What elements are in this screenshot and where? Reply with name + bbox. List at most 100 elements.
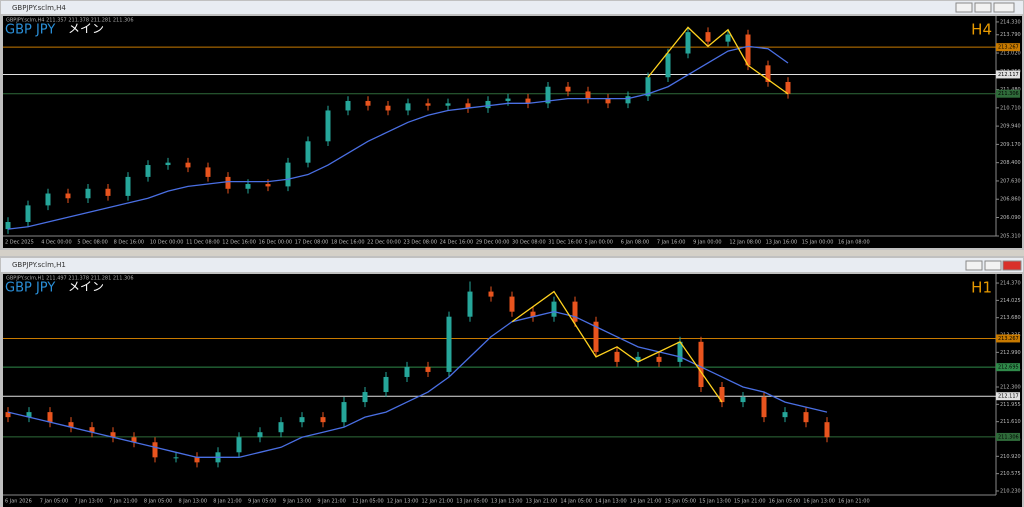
candle-body xyxy=(725,34,731,42)
candle-body xyxy=(525,98,531,104)
candle-body xyxy=(565,86,571,92)
candle-body xyxy=(68,422,74,428)
level-tag xyxy=(996,334,1020,343)
candle-body xyxy=(509,296,515,312)
x-tick-label: 2 Dec 2025 xyxy=(5,240,34,246)
candle-body xyxy=(685,32,691,54)
candle-body xyxy=(635,356,641,362)
candle-body xyxy=(705,32,711,42)
y-tick-label: 214.370 xyxy=(1000,281,1021,287)
window-title: GBPJPY.sclm,H4 xyxy=(12,4,66,12)
window-buttons xyxy=(955,2,1022,271)
level-label: 213.267 xyxy=(998,45,1019,51)
candle-body xyxy=(105,188,111,196)
candle-body xyxy=(362,392,368,403)
x-tick-label: 11 Dec 08:00 xyxy=(186,240,220,246)
level-label: 213.267 xyxy=(998,336,1019,342)
close-button[interactable] xyxy=(993,2,1015,13)
moving-average xyxy=(7,45,789,230)
candle-body xyxy=(551,301,557,317)
price-axis xyxy=(996,16,1022,248)
symbol-label: GBP JPY xyxy=(5,23,55,38)
candle-body xyxy=(5,412,11,418)
candle-body xyxy=(645,77,651,97)
candle-body xyxy=(425,103,431,106)
candle-body xyxy=(265,184,271,187)
maximize-button[interactable] xyxy=(984,260,1002,271)
y-tick-label: 213.790 xyxy=(1000,32,1021,38)
x-tick-label: 16 Jan 21:00 xyxy=(838,499,870,505)
x-tick-label: 14 Jan 21:00 xyxy=(630,499,662,505)
time-axis xyxy=(3,236,996,248)
x-tick-label: 15 Jan 13:00 xyxy=(699,499,731,505)
x-tick-label: 8 Dec 16:00 xyxy=(114,240,144,246)
candle-body xyxy=(341,402,347,423)
candle-body xyxy=(89,427,95,433)
candle-body xyxy=(165,162,171,166)
y-tick-label: 206.090 xyxy=(1000,215,1021,221)
candle-body xyxy=(824,422,830,438)
y-tick-label: 209.170 xyxy=(1000,142,1021,148)
maximize-button[interactable] xyxy=(974,2,992,13)
candle-body xyxy=(467,291,473,317)
price-axis xyxy=(996,274,1022,507)
candle-body xyxy=(605,98,611,104)
zigzag-line xyxy=(511,290,723,403)
x-tick-label: 9 Jan 00:00 xyxy=(693,240,721,246)
close-button[interactable] xyxy=(1002,260,1022,271)
candle-body xyxy=(425,366,431,372)
y-tick-label: 208.400 xyxy=(1000,160,1021,166)
candle-body xyxy=(785,81,791,94)
candle-body xyxy=(740,397,746,403)
candle-body xyxy=(545,86,551,104)
x-tick-label: 22 Dec 00:00 xyxy=(367,240,401,246)
y-tick-label: 206.860 xyxy=(1000,197,1021,203)
x-tick-label: 8 Jan 21:00 xyxy=(213,499,241,505)
candle-body xyxy=(719,387,725,403)
x-tick-label: 7 Jan 16:00 xyxy=(657,240,685,246)
info-line: GBPJPY.sclm,H1 211.497 211.378 211.281 2… xyxy=(6,276,134,282)
candle-body xyxy=(446,316,452,372)
x-tick-label: 18 Dec 16:00 xyxy=(331,240,365,246)
candle-body xyxy=(225,176,231,189)
timeframe-label: H4 xyxy=(971,21,992,39)
candle-body xyxy=(625,96,631,104)
x-tick-label: 6 Jan 2026 xyxy=(5,499,32,505)
candle-body xyxy=(445,103,451,106)
level-tag xyxy=(996,43,1020,52)
candle-body xyxy=(365,100,371,106)
level-label: 212.117 xyxy=(998,394,1019,400)
candle-body xyxy=(173,457,179,459)
level-tag xyxy=(996,363,1020,372)
x-tick-label: 9 Jan 21:00 xyxy=(317,499,345,505)
candle-body xyxy=(278,422,284,433)
x-tick-label: 6 Jan 08:00 xyxy=(621,240,649,246)
candle-body xyxy=(320,417,326,423)
candle-body xyxy=(205,167,211,177)
y-tick-label: 207.630 xyxy=(1000,178,1021,184)
candle-body xyxy=(110,432,116,438)
y-tick-label: 214.025 xyxy=(1000,298,1021,304)
candle-body xyxy=(345,100,351,111)
candle-body xyxy=(26,412,32,418)
x-tick-label: 16 Jan 13:00 xyxy=(803,499,835,505)
candle-body xyxy=(761,397,767,418)
minimize-button[interactable] xyxy=(955,2,973,13)
candle-body xyxy=(405,103,411,111)
candle-body xyxy=(593,321,599,352)
x-tick-label: 16 Jan 08:00 xyxy=(838,240,870,246)
x-tick-label: 13 Jan 21:00 xyxy=(526,499,558,505)
symbol-label: GBP JPY xyxy=(5,281,55,296)
candle-body xyxy=(530,311,536,317)
y-tick-label: 212.990 xyxy=(1000,350,1021,356)
timeframe-label: H1 xyxy=(971,279,992,297)
candle-body xyxy=(5,221,11,230)
x-tick-label: 8 Jan 05:00 xyxy=(144,499,172,505)
minimize-button[interactable] xyxy=(965,260,983,271)
plot-area xyxy=(3,274,996,495)
candle-body xyxy=(385,105,391,111)
window-title: GBPJPY.sclm,H1 xyxy=(12,261,66,269)
y-tick-label: 210.575 xyxy=(1000,471,1021,477)
candle-body xyxy=(45,193,51,206)
